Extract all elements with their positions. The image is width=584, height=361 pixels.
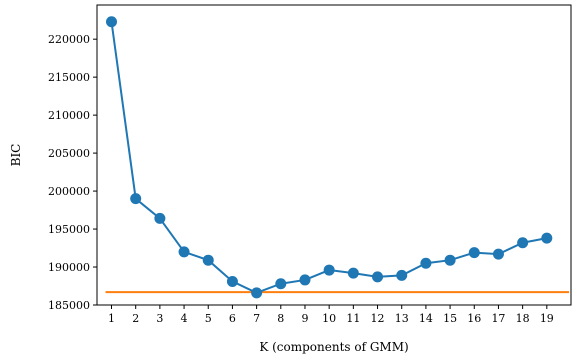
x-tick-label: 16 bbox=[467, 312, 481, 325]
x-tick-label: 12 bbox=[371, 312, 385, 325]
x-tick-label: 6 bbox=[229, 312, 236, 325]
data-point-k15 bbox=[444, 254, 456, 266]
plot-frame bbox=[96, 4, 572, 306]
x-tick-label: 2 bbox=[132, 312, 139, 325]
x-tick-label: 11 bbox=[346, 312, 360, 325]
x-tick-label: 7 bbox=[253, 312, 260, 325]
y-tick-label: 200000 bbox=[48, 185, 90, 198]
data-point-k3 bbox=[154, 212, 166, 224]
x-tick-label: 15 bbox=[443, 312, 457, 325]
data-point-k5 bbox=[202, 254, 214, 266]
y-tick-label: 205000 bbox=[48, 147, 90, 160]
data-point-k10 bbox=[323, 264, 335, 276]
x-tick-label: 14 bbox=[419, 312, 433, 325]
y-axis: 185000 190000 195000 200000 205000 210000 2150… bbox=[48, 33, 97, 312]
x-tick-label: 19 bbox=[540, 312, 554, 325]
y-tick-label: 220000 bbox=[48, 33, 90, 46]
data-point-k16 bbox=[468, 247, 480, 259]
data-point-k13 bbox=[396, 269, 408, 281]
data-point-k1 bbox=[106, 16, 118, 28]
x-tick-label: 1 bbox=[108, 312, 115, 325]
plot-area bbox=[97, 5, 571, 305]
data-point-k7 bbox=[251, 287, 263, 299]
y-tick-label: 215000 bbox=[48, 71, 90, 84]
y-axis-label: BIC bbox=[9, 144, 23, 167]
data-point-k19 bbox=[541, 232, 553, 244]
series-layer bbox=[106, 16, 553, 299]
x-tick-label: 3 bbox=[156, 312, 163, 325]
x-tick-label: 8 bbox=[277, 312, 284, 325]
data-point-k6 bbox=[226, 275, 238, 287]
data-point-k18 bbox=[517, 237, 529, 249]
data-point-k17 bbox=[492, 248, 504, 260]
x-tick-label: 5 bbox=[205, 312, 212, 325]
data-point-k11 bbox=[347, 267, 359, 279]
x-tick-label: 13 bbox=[395, 312, 409, 325]
data-point-k2 bbox=[130, 193, 142, 205]
y-tick-label: 185000 bbox=[48, 299, 90, 312]
x-axis: 1 2 3 4 5 6 7 8 9 10 11 12 13 14 15 16 17 18 19 bbox=[108, 305, 554, 325]
y-tick-label: 210000 bbox=[48, 109, 90, 122]
x-axis-label: K (components of GMM) bbox=[259, 340, 408, 354]
x-tick-label: 9 bbox=[301, 312, 308, 325]
data-point-k14 bbox=[420, 257, 432, 269]
data-point-k9 bbox=[299, 274, 311, 286]
x-tick-label: 10 bbox=[322, 312, 336, 325]
x-tick-label: 17 bbox=[491, 312, 505, 325]
data-point-k8 bbox=[275, 278, 287, 290]
data-point-k12 bbox=[372, 271, 384, 283]
y-tick-label: 190000 bbox=[48, 261, 90, 274]
x-tick-label: 4 bbox=[181, 312, 188, 325]
data-point-k4 bbox=[178, 246, 190, 258]
y-tick-label: 195000 bbox=[48, 223, 90, 236]
x-tick-label: 18 bbox=[516, 312, 530, 325]
